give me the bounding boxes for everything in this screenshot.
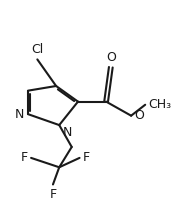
Text: F: F — [49, 188, 56, 201]
Text: O: O — [135, 109, 144, 122]
Text: N: N — [15, 108, 24, 121]
Text: CH₃: CH₃ — [149, 98, 172, 111]
Text: O: O — [106, 51, 116, 64]
Text: F: F — [21, 151, 28, 165]
Text: F: F — [83, 151, 90, 165]
Text: N: N — [63, 126, 73, 139]
Text: Cl: Cl — [31, 43, 43, 56]
